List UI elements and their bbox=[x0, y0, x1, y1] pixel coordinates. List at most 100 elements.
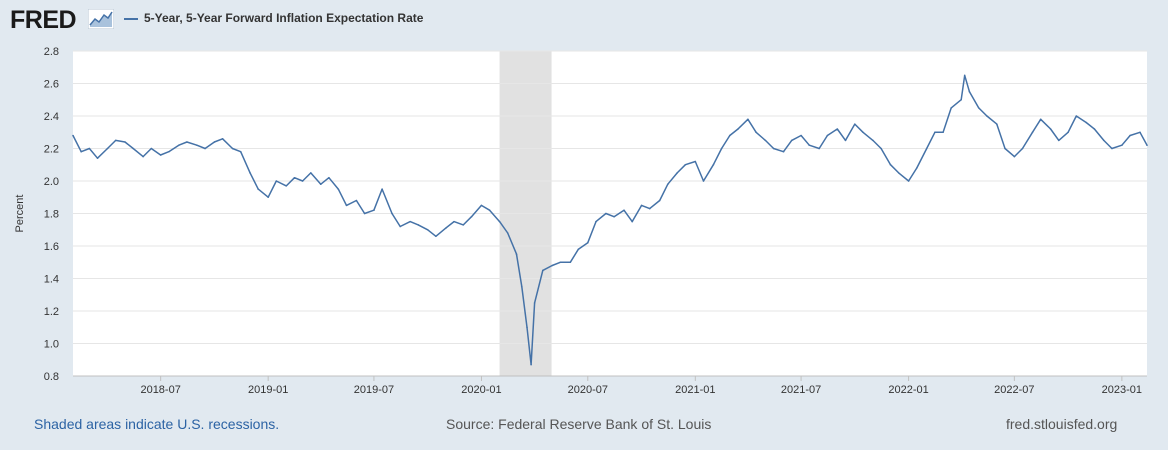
data-point bbox=[684, 163, 687, 166]
data-point bbox=[488, 209, 491, 212]
x-tick-label: 2022-07 bbox=[994, 384, 1034, 396]
x-tick-label: 2020-01 bbox=[461, 384, 501, 396]
data-point bbox=[862, 131, 864, 134]
data-point bbox=[737, 128, 739, 130]
data-point bbox=[942, 131, 944, 134]
data-point bbox=[755, 131, 757, 134]
data-point bbox=[631, 220, 634, 223]
data-point bbox=[648, 207, 651, 210]
data-point bbox=[808, 144, 811, 147]
y-tick-label: 2.2 bbox=[44, 144, 59, 156]
y-tick-label: 1.0 bbox=[44, 339, 59, 351]
x-tick-label: 2023-01 bbox=[1102, 384, 1142, 396]
data-point bbox=[498, 220, 501, 223]
data-point bbox=[800, 134, 802, 137]
data-point bbox=[213, 141, 216, 143]
legend-swatch bbox=[124, 18, 138, 20]
data-point bbox=[328, 176, 330, 179]
y-tick-label: 2.6 bbox=[44, 79, 59, 91]
data-point bbox=[1102, 139, 1105, 142]
data-point bbox=[239, 150, 242, 153]
data-point bbox=[373, 209, 375, 212]
data-point bbox=[231, 147, 234, 150]
data-point bbox=[470, 215, 473, 218]
y-tick-label: 2.4 bbox=[44, 111, 59, 123]
data-point bbox=[1075, 115, 1078, 117]
data-point bbox=[728, 134, 731, 137]
data-point bbox=[577, 248, 580, 251]
fred-url-link[interactable]: fred.stlouisfed.org bbox=[1006, 416, 1118, 432]
y-tick-label: 2.0 bbox=[44, 176, 59, 188]
y-tick-label: 0.8 bbox=[44, 371, 59, 383]
data-point bbox=[613, 215, 615, 218]
data-point bbox=[872, 139, 874, 142]
data-point bbox=[506, 232, 509, 234]
data-point bbox=[897, 172, 900, 174]
data-point bbox=[934, 131, 936, 134]
data-point bbox=[702, 180, 705, 182]
recession-note-link[interactable]: Shaded areas indicate U.S. recessions. bbox=[34, 416, 280, 432]
y-tick-label: 1.4 bbox=[44, 274, 59, 286]
y-tick-label: 2.8 bbox=[44, 46, 59, 58]
data-point bbox=[542, 269, 544, 272]
data-point bbox=[1021, 147, 1024, 150]
data-point bbox=[1004, 147, 1006, 150]
data-point bbox=[526, 326, 528, 329]
data-point bbox=[124, 141, 126, 143]
data-point bbox=[257, 188, 260, 190]
data-point bbox=[453, 220, 455, 223]
data-point bbox=[435, 235, 437, 238]
y-tick-label: 1.8 bbox=[44, 209, 59, 221]
data-point bbox=[559, 261, 562, 264]
data-point bbox=[586, 241, 589, 244]
data-point bbox=[836, 128, 839, 130]
x-tick-label: 2022-01 bbox=[888, 384, 928, 396]
data-point bbox=[782, 150, 785, 153]
data-point bbox=[114, 139, 117, 142]
data-point bbox=[221, 137, 224, 140]
data-point bbox=[1146, 144, 1148, 147]
line-chart[interactable]: 0.8 1.0 1.2 1.4 1.6 1.8 2.0 2.2 2.4 2.6 2.8 2018-07… bbox=[0, 0, 1168, 410]
data-point bbox=[1013, 155, 1016, 158]
data-point bbox=[772, 147, 775, 150]
data-point bbox=[963, 74, 966, 77]
data-point bbox=[1039, 118, 1042, 121]
data-point bbox=[764, 139, 767, 142]
data-point bbox=[275, 180, 278, 182]
data-point bbox=[462, 224, 465, 226]
data-point bbox=[658, 199, 661, 202]
chart-header: FRED 5-Year, 5-Year Forward Inflation Ex… bbox=[0, 0, 1168, 40]
x-tick-label: 2021-01 bbox=[675, 384, 715, 396]
data-point bbox=[204, 147, 206, 150]
y-tick-label: 1.2 bbox=[44, 306, 59, 318]
data-point bbox=[177, 144, 180, 147]
data-point bbox=[915, 167, 918, 169]
data-point bbox=[1085, 121, 1088, 124]
data-point bbox=[530, 363, 532, 366]
data-point bbox=[106, 147, 109, 150]
data-point bbox=[747, 118, 749, 121]
data-point bbox=[925, 147, 928, 150]
data-point bbox=[960, 98, 962, 101]
x-tick-label: 2019-07 bbox=[354, 384, 394, 396]
data-point bbox=[996, 123, 998, 125]
y-tick-label: 1.6 bbox=[44, 241, 59, 253]
data-point bbox=[355, 199, 358, 202]
chart-footer: Shaded areas indicate U.S. recessions. S… bbox=[0, 410, 1168, 440]
x-tick-label: 2021-07 bbox=[781, 384, 821, 396]
data-point bbox=[844, 139, 847, 142]
source-note: Source: Federal Reserve Bank of St. Loui… bbox=[446, 416, 712, 432]
x-tick-label: 2020-07 bbox=[568, 384, 608, 396]
data-point bbox=[854, 123, 856, 125]
data-point bbox=[445, 227, 447, 229]
data-point bbox=[310, 172, 312, 174]
data-point bbox=[720, 147, 723, 150]
data-point bbox=[520, 285, 523, 288]
data-point bbox=[80, 150, 82, 153]
data-point bbox=[977, 107, 980, 109]
data-point bbox=[1129, 134, 1131, 137]
data-point bbox=[301, 180, 304, 182]
data-point bbox=[337, 188, 340, 190]
data-point bbox=[1067, 131, 1069, 134]
fred-logo[interactable]: FRED bbox=[10, 6, 77, 34]
